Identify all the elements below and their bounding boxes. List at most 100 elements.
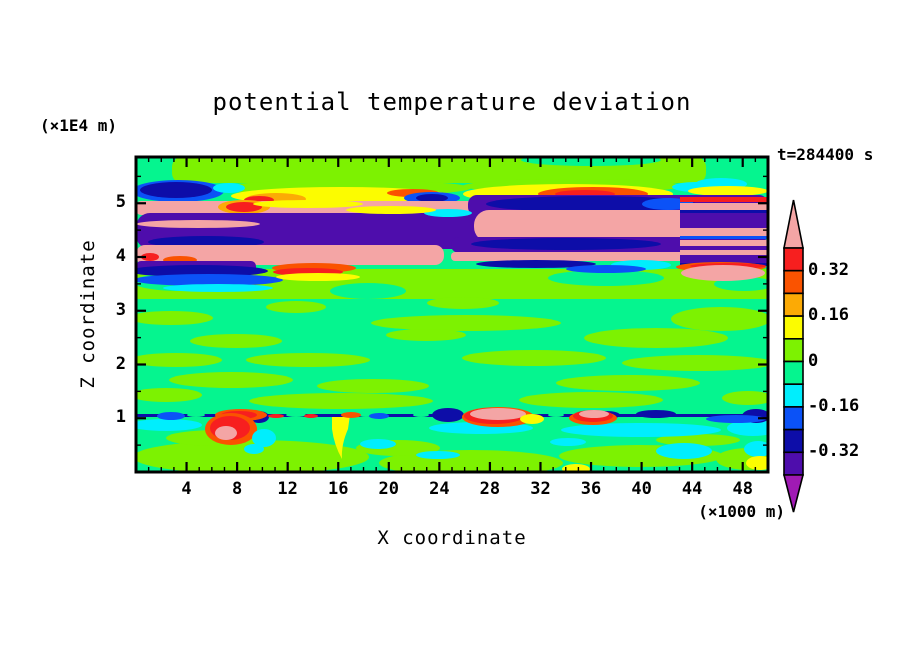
field-shape	[562, 464, 590, 472]
field-shape	[266, 301, 326, 313]
time-stamp-label: t=284400 s	[777, 145, 874, 164]
field-shape	[462, 350, 606, 366]
x-axis-title: X coordinate	[377, 527, 527, 549]
colorbar-box	[783, 247, 804, 272]
field-shape	[680, 197, 768, 202]
colorbar-box	[783, 292, 804, 317]
colorbar-label: -0.32	[808, 441, 860, 462]
colorbar-box	[783, 428, 804, 454]
field-shape	[136, 265, 268, 277]
field-shape	[680, 203, 768, 210]
field-shape	[330, 283, 406, 299]
y-tick-label: 3	[115, 299, 126, 320]
x-tick-label: 8	[231, 479, 243, 499]
y-tick-label: 1	[115, 407, 126, 428]
colorbar-box	[783, 315, 804, 340]
field-shape	[341, 412, 361, 418]
x-tick-label: 16	[327, 479, 349, 499]
field-shape	[680, 213, 768, 228]
field-shape	[244, 444, 264, 454]
field-shape	[432, 408, 464, 422]
x-tick-label: 20	[378, 479, 400, 499]
field-shape	[706, 415, 766, 423]
x-tick-label: 48	[732, 479, 753, 499]
field-shape	[744, 441, 768, 457]
field-shape	[371, 315, 561, 331]
field-shape	[561, 423, 721, 437]
field-shape	[413, 413, 429, 417]
field-shape	[157, 412, 185, 420]
x-tick-label: 12	[277, 479, 298, 499]
page-title: potential temperature deviation	[212, 88, 692, 116]
field-shape	[550, 438, 586, 446]
field-shape	[136, 245, 444, 265]
field-shape	[471, 238, 661, 250]
field-shape	[680, 250, 768, 255]
field-shape	[636, 410, 676, 418]
field-shape	[246, 353, 370, 367]
colorbar-box	[783, 360, 804, 386]
field-shape	[680, 236, 768, 239]
field-shape	[136, 440, 369, 472]
field-shape	[213, 183, 245, 193]
colorbar-svg	[782, 199, 805, 513]
field-shape	[369, 413, 389, 419]
contour-field-svg	[134, 155, 770, 474]
colorbar-box	[783, 338, 804, 363]
field-shape	[332, 415, 350, 459]
x-tick-label: 28	[479, 479, 501, 499]
field-shape	[680, 246, 768, 250]
field-shape	[187, 413, 205, 417]
field-shape	[136, 274, 283, 286]
y-axis-unit-label: (×1E4 m)	[40, 116, 118, 135]
colorbar-boxes	[782, 199, 805, 513]
y-tick-label: 2	[115, 353, 126, 374]
field-shape	[304, 414, 318, 418]
field-shape	[470, 408, 526, 420]
field-shape	[520, 414, 544, 424]
field-shape	[680, 210, 768, 213]
field-shape	[746, 456, 768, 470]
field-shape	[584, 328, 728, 348]
field-shape	[680, 255, 768, 265]
colorbar-bottom-arrow	[782, 474, 805, 513]
field-shape	[476, 260, 596, 268]
field-shape	[474, 210, 704, 242]
field-shape	[671, 307, 768, 331]
field-shape	[556, 375, 700, 391]
field-shape	[548, 413, 564, 417]
field-shape	[681, 265, 765, 281]
colorbar-label: 0	[808, 350, 819, 371]
y-tick-label: 4	[115, 246, 126, 266]
plot-frame	[134, 155, 770, 474]
field-shape	[136, 419, 202, 431]
field-shape	[722, 391, 768, 405]
field-shape	[548, 270, 664, 286]
field-shape	[346, 206, 436, 214]
x-tick-label: 36	[580, 479, 602, 499]
x-axis-unit-label: (×1000 m)	[698, 502, 785, 521]
x-tick-label: 40	[631, 479, 652, 499]
field-shape	[317, 379, 429, 393]
field-shape	[416, 451, 460, 459]
x-tick-label: 4	[181, 479, 192, 499]
contour-field-layer	[136, 157, 768, 472]
field-shape	[486, 196, 696, 212]
field-shape	[680, 240, 768, 246]
field-shape	[136, 388, 202, 402]
field-shape	[190, 334, 282, 348]
field-shape	[680, 228, 768, 236]
colorbar-label: -0.16	[808, 395, 860, 416]
colorbar-box	[783, 269, 804, 295]
field-shape	[249, 393, 433, 409]
y-tick-label: 5	[115, 192, 126, 213]
x-tick-label: 24	[429, 479, 450, 499]
field-shape	[252, 429, 276, 447]
field-shape	[427, 297, 499, 309]
colorbar-box	[783, 383, 804, 408]
colorbar-label: 0.32	[808, 259, 849, 280]
field-shape	[424, 209, 472, 217]
field-shape	[360, 439, 396, 449]
colorbar-label: 0.16	[808, 305, 849, 326]
